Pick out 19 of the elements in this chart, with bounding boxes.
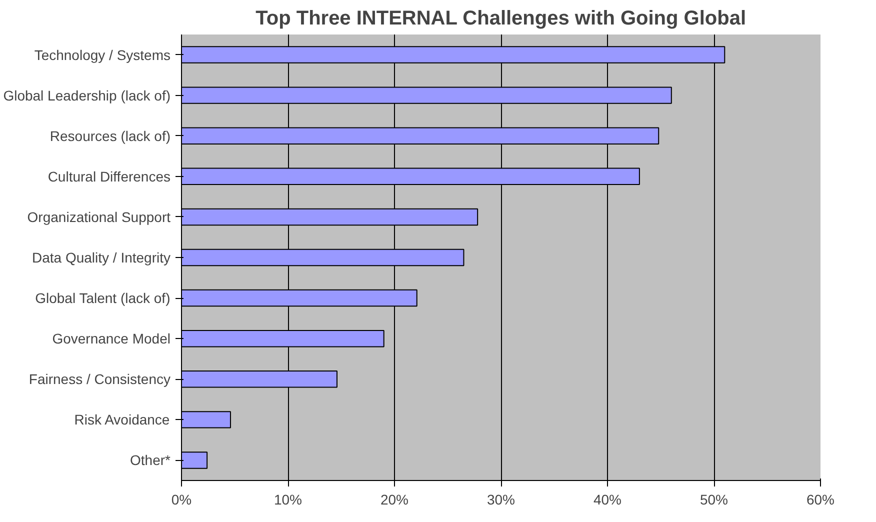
x-tick-label: 60% <box>806 492 835 508</box>
y-tick-label: Global Leadership (lack of) <box>3 87 171 104</box>
y-tick-label: Risk Avoidance <box>74 412 170 428</box>
y-tick-label: Other* <box>130 452 172 468</box>
y-tick-label: Global Talent (lack of) <box>35 290 170 306</box>
x-tick-label: 20% <box>380 492 409 508</box>
y-tick-label: Resources (lack of) <box>50 128 170 144</box>
y-tick-label: Data Quality / Integrity <box>32 250 171 266</box>
y-tick-label: Technology / Systems <box>34 46 170 63</box>
x-tick-label: 40% <box>593 492 622 508</box>
y-tick-label: Fairness / Consistency <box>28 371 171 388</box>
x-tick-label: 10% <box>274 492 302 508</box>
y-tick-label: Governance Model <box>52 330 171 347</box>
x-tick-label: 30% <box>486 492 516 508</box>
y-tick-label: Organizational Support <box>27 208 171 225</box>
x-tick-label: 0% <box>171 492 192 508</box>
chart-title: Top Three INTERNAL Challenges with Going Global <box>256 8 746 30</box>
y-tick-label: Cultural Differences <box>48 168 171 184</box>
x-tick-label: 50% <box>700 492 728 508</box>
